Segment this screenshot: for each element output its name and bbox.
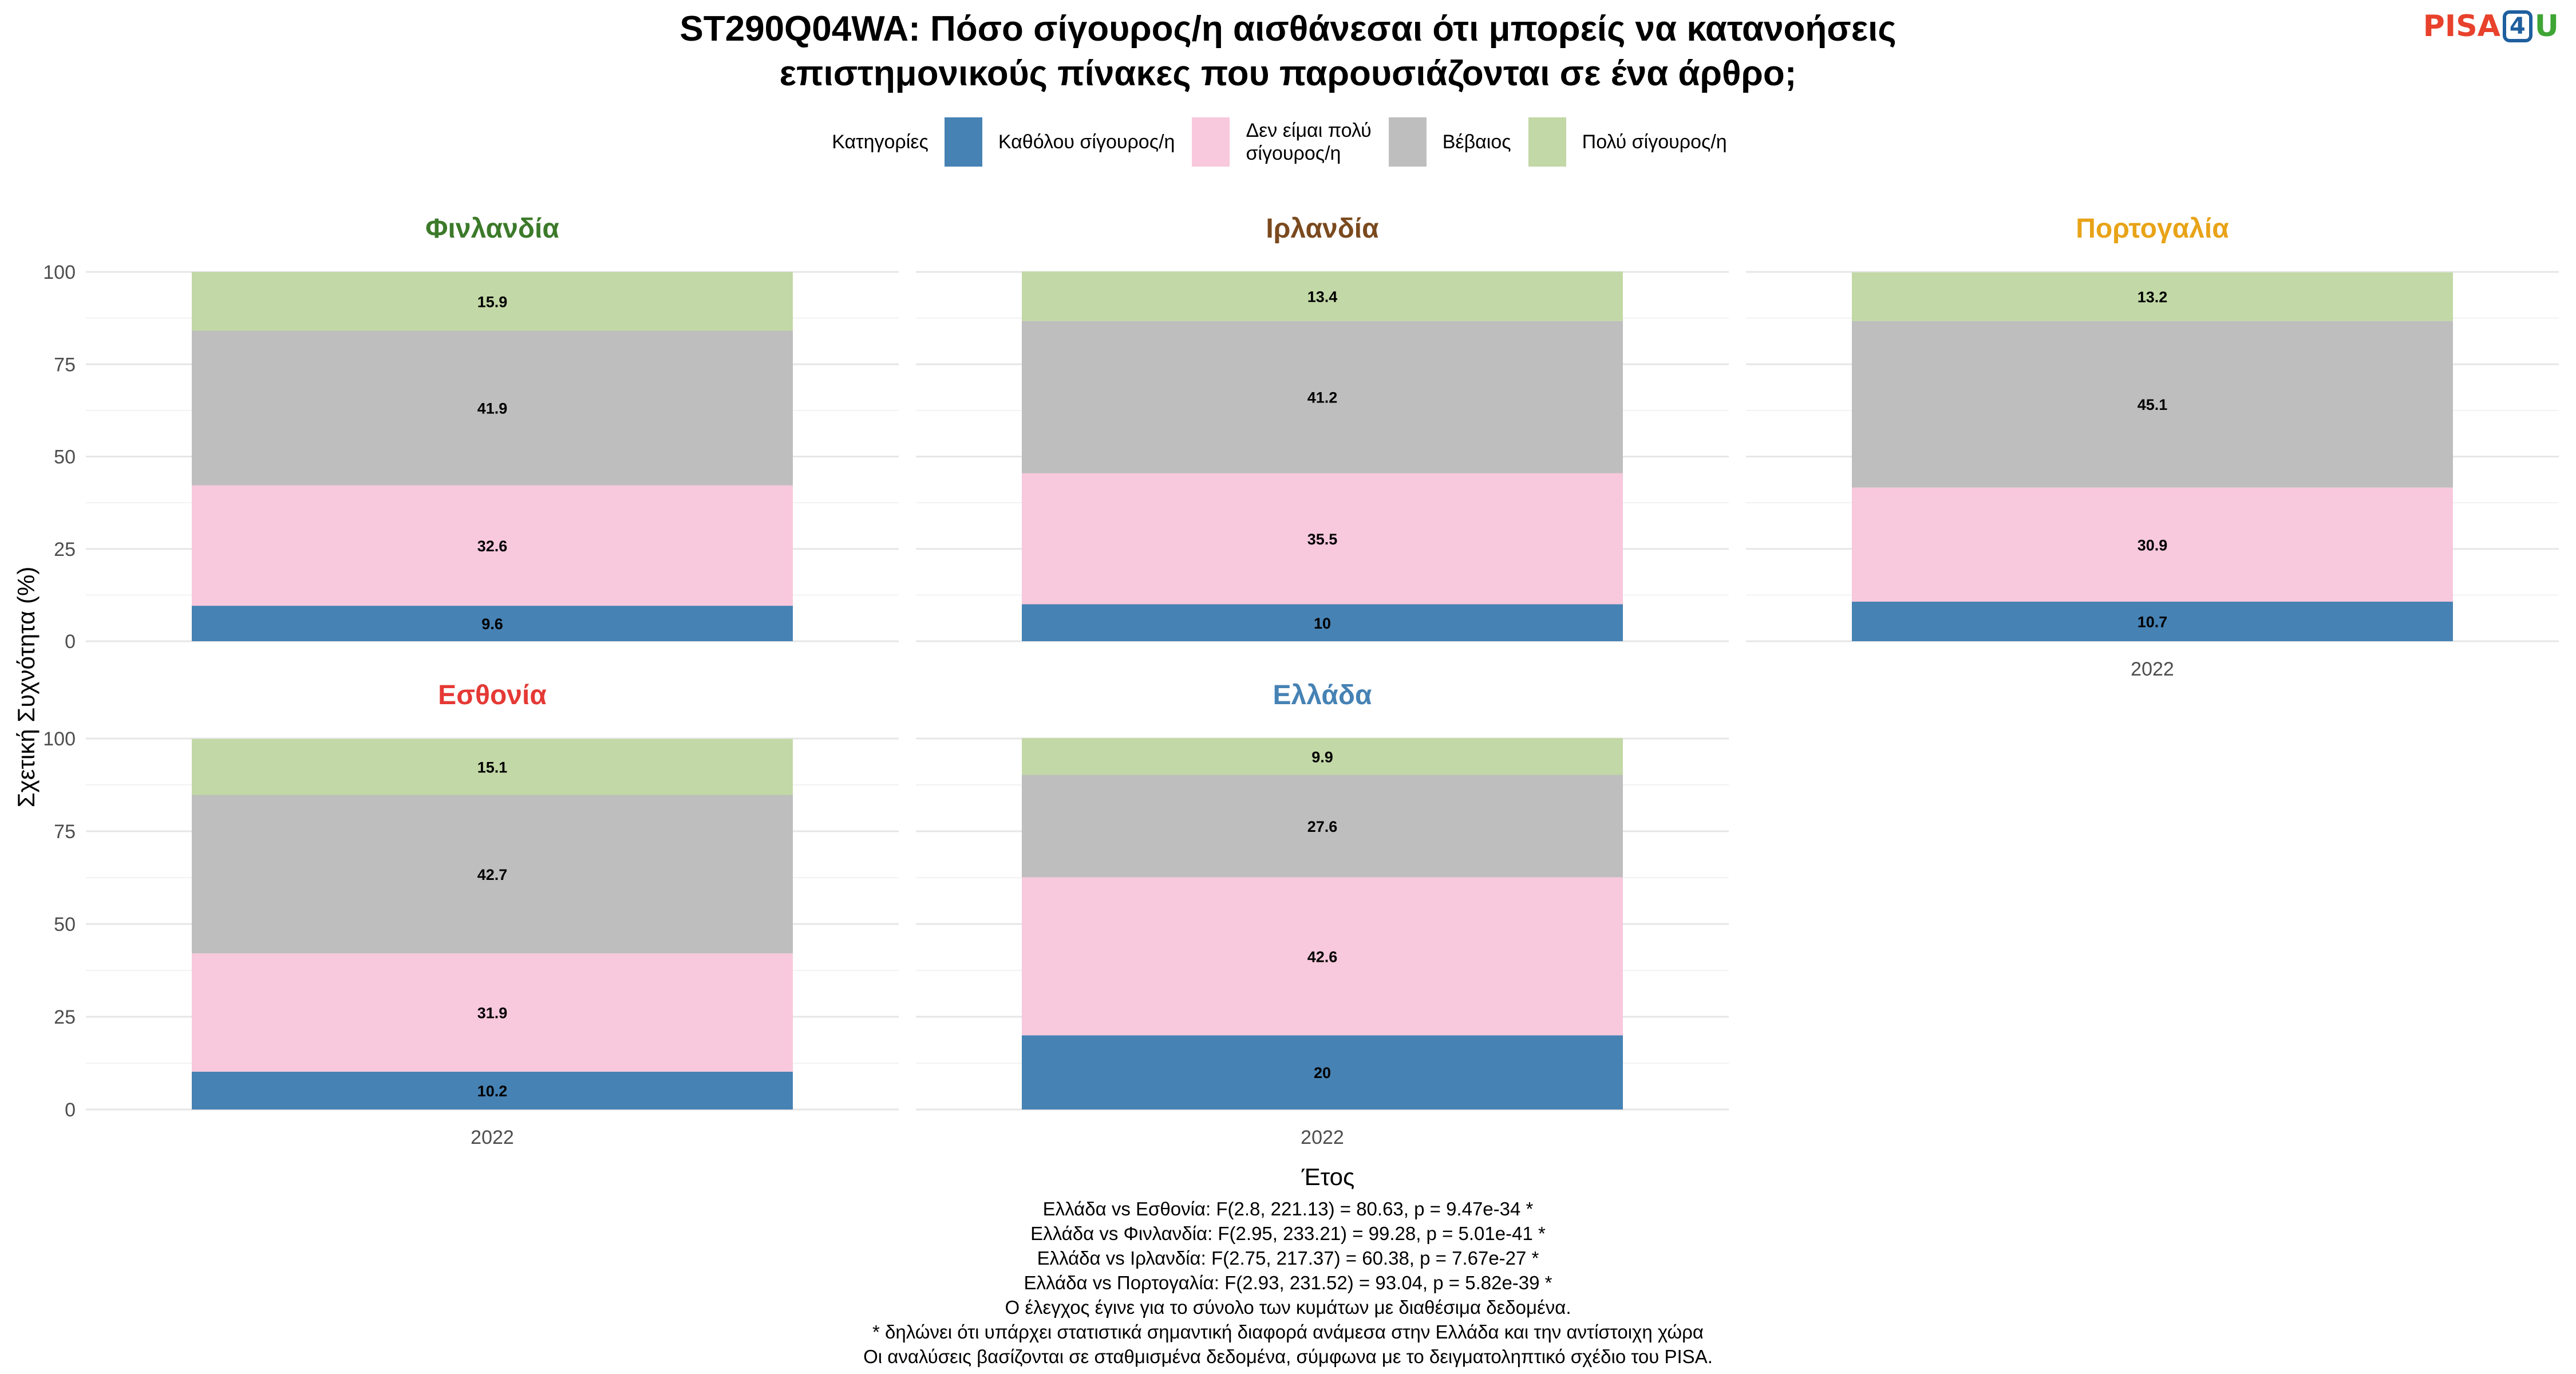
bar-segment: [1022, 271, 1623, 321]
legend-swatch: [1388, 117, 1427, 167]
bar-segment: [1852, 272, 2453, 321]
legend: Κατηγορίες Καθόλου σίγουρος/η Δεν είμαι …: [0, 117, 2576, 167]
data-label: 10.7: [2138, 613, 2168, 630]
legend-label: Δεν είμαι πολύ σίγουρος/η: [1246, 120, 1372, 164]
y-tick-label: 50: [54, 914, 76, 935]
y-axis-title: Σχετική Συχνότητα (%): [13, 567, 39, 808]
data-label: 15.1: [477, 759, 508, 776]
panel-4: Εσθονία 0 25 50 75 100 10.2 31.9 42.7 15.1 2022: [43, 680, 899, 1148]
pisa4u-logo: PISA 4 U: [2423, 9, 2559, 44]
x-axis-title: Έτος: [1301, 1163, 1355, 1190]
legend-item-very-sure: Πολύ σίγουρος/η: [1528, 117, 1727, 167]
data-label: 27.6: [1307, 818, 1338, 835]
legend-swatch: [1192, 117, 1230, 167]
note-line: Ελλάδα vs Ιρλανδία: F(2.75, 217.37) = 60…: [1037, 1247, 1539, 1269]
data-label: 31.9: [477, 1005, 508, 1022]
chart-title-line-1: ST290Q04WA: Πόσο σίγουρος/η αισθάνεσαι ό…: [679, 9, 1897, 49]
bar-segment: [1022, 1035, 1623, 1110]
panel-3: Πορτογαλία 10.7 30.9 45.1 13.2 2022: [1746, 214, 2559, 680]
y-tick-label: 0: [65, 1099, 76, 1121]
y-tick-label: 50: [54, 447, 76, 468]
chart-title-line-2: επιστημονικούς πίνακες που παρουσιάζοντα…: [779, 54, 1797, 93]
panel-5: Ελλάδα 20 42.6 27.6 9.9 2022: [916, 680, 1729, 1148]
legend-item-not-at-all-sure: Καθόλου σίγουρος/η: [944, 117, 1175, 167]
data-label: 9.6: [481, 615, 503, 633]
bar-segment: [192, 606, 793, 641]
panel-2: Ιρλανδία 10 35.5 41.2 13.4: [916, 214, 1729, 642]
panel-title: Φινλανδία: [425, 214, 559, 244]
data-label: 10: [1314, 615, 1331, 632]
logo-text-pisa: PISA: [2423, 9, 2500, 44]
legend-title: Κατηγορίες: [832, 131, 929, 153]
data-label: 15.9: [477, 293, 508, 310]
statistical-notes: Ελλάδα vs Εσθονία: F(2.8, 221.13) = 80.6…: [0, 1197, 2576, 1369]
bar-segment: [192, 739, 793, 795]
logo-text-4: 4: [2502, 10, 2532, 42]
bar-segment: [192, 795, 793, 954]
note-line: Ελλάδα vs Εσθονία: F(2.8, 221.13) = 80.6…: [1042, 1198, 1534, 1219]
note-line: Οι αναλύσεις βασίζονται σε σταθμισμένα δ…: [863, 1346, 1713, 1367]
chart-title: ST290Q04WA: Πόσο σίγουρος/η αισθάνεσαι ό…: [0, 7, 2576, 96]
data-label: 45.1: [2138, 396, 2168, 413]
panel-title: Πορτογαλία: [2076, 214, 2229, 244]
data-label: 35.5: [1307, 531, 1338, 548]
x-tick-label: 2022: [2131, 658, 2174, 680]
bar-segment: [1852, 487, 2453, 602]
bar-segment: [1852, 601, 2453, 641]
legend-label: Πολύ σίγουρος/η: [1582, 131, 1727, 153]
bar-segment: [192, 1071, 793, 1110]
panel-title: Ελλάδα: [1273, 680, 1372, 710]
panel-1: Φινλανδία 0 25 50 75 100 9.6 32.6 41.9 15.9: [43, 214, 899, 653]
data-label: 42.6: [1307, 948, 1338, 965]
note-line: Ελλάδα vs Πορτογαλία: F(2.93, 231.52) = …: [1024, 1272, 1552, 1293]
legend-item-sure: Βέβαιος: [1388, 117, 1511, 167]
bar-segment: [192, 330, 793, 485]
logo-text-u: U: [2534, 9, 2559, 44]
legend-label: Βέβαιος: [1442, 131, 1511, 153]
note-line: Ο έλεγχος έγινε για το σύνολο των κυμάτω…: [1005, 1297, 1571, 1318]
bar-segment: [1022, 321, 1623, 473]
note-line: * δηλώνει ότι υπάρχει στατιστικά σημαντι…: [872, 1321, 1704, 1343]
data-label: 42.7: [477, 866, 508, 883]
x-tick-label: 2022: [471, 1127, 514, 1148]
bar-segment: [1852, 321, 2453, 488]
y-tick-label: 25: [54, 1006, 76, 1028]
y-tick-label: 100: [43, 262, 76, 283]
y-tick-label: 25: [54, 539, 76, 560]
bar-segment: [192, 953, 793, 1072]
data-label: 41.2: [1307, 389, 1338, 406]
bar-segment: [1022, 877, 1623, 1036]
legend-label: Καθόλου σίγουρος/η: [998, 131, 1175, 153]
data-label: 32.6: [477, 538, 508, 555]
data-label: 10.2: [477, 1083, 508, 1100]
panel-title: Εσθονία: [438, 680, 547, 710]
data-label: 9.9: [1311, 748, 1333, 765]
legend-swatch: [1528, 117, 1566, 167]
x-tick-label: 2022: [1301, 1127, 1344, 1148]
data-label: 13.2: [2138, 289, 2168, 306]
note-line: Ελλάδα vs Φινλανδία: F(2.95, 233.21) = 9…: [1030, 1223, 1546, 1244]
data-label: 13.4: [1307, 289, 1338, 306]
bar-segment: [1022, 775, 1623, 878]
y-tick-label: 75: [54, 821, 76, 843]
bar-segment: [1022, 604, 1623, 641]
y-tick-label: 75: [54, 354, 76, 376]
bar-segment: [192, 272, 793, 331]
panel-title: Ιρλανδία: [1266, 214, 1379, 244]
legend-swatch: [944, 117, 982, 167]
bar-segment: [1022, 738, 1623, 775]
bar-segment: [1022, 473, 1623, 605]
legend-item-not-very-sure: Δεν είμαι πολύ σίγουρος/η: [1192, 117, 1372, 167]
y-tick-label: 100: [43, 728, 76, 750]
bar-segment: [192, 485, 793, 606]
data-label: 20: [1314, 1064, 1331, 1081]
y-tick-label: 0: [65, 631, 76, 653]
data-label: 30.9: [2138, 536, 2168, 554]
data-label: 41.9: [477, 400, 508, 417]
